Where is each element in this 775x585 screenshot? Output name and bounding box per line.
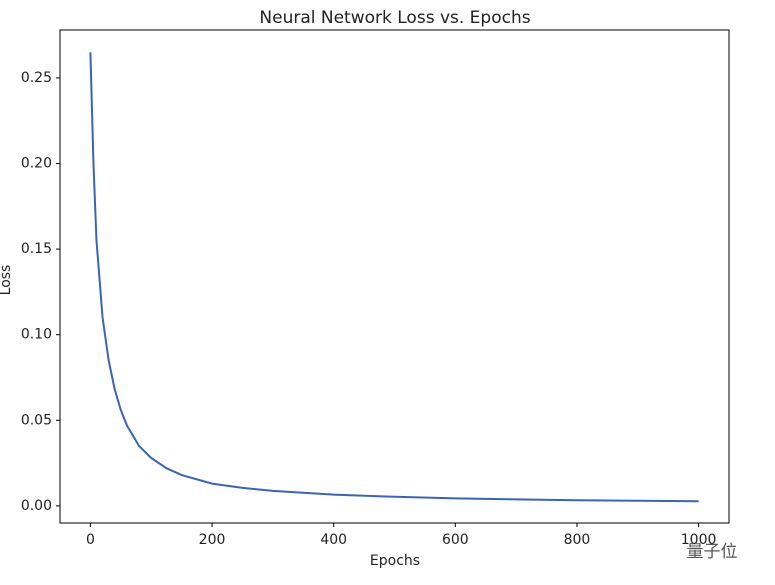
x-tick-label: 200 — [199, 532, 226, 548]
x-tick-label: 0 — [86, 532, 95, 548]
y-tick-label: 0.00 — [21, 498, 52, 514]
chart-title: Neural Network Loss vs. Epochs — [259, 8, 530, 28]
loss-line — [89, 52, 699, 503]
x-tick-label: 600 — [442, 532, 469, 548]
x-tick-label: 1000 — [681, 532, 717, 548]
y-tick-label: 0.25 — [21, 70, 52, 86]
y-tick-label: 0.10 — [21, 327, 52, 343]
y-tick-label: 0.05 — [21, 412, 52, 428]
y-axis-label: Loss — [0, 265, 14, 296]
y-tick-label: 0.20 — [21, 156, 52, 172]
y-tick-label: 0.15 — [21, 241, 52, 257]
plot-frame — [59, 29, 730, 524]
x-axis-label: Epochs — [370, 553, 420, 569]
watermark: 量子位 — [687, 542, 738, 562]
x-tick-label: 800 — [564, 532, 591, 548]
x-tick-label: 400 — [320, 532, 347, 548]
